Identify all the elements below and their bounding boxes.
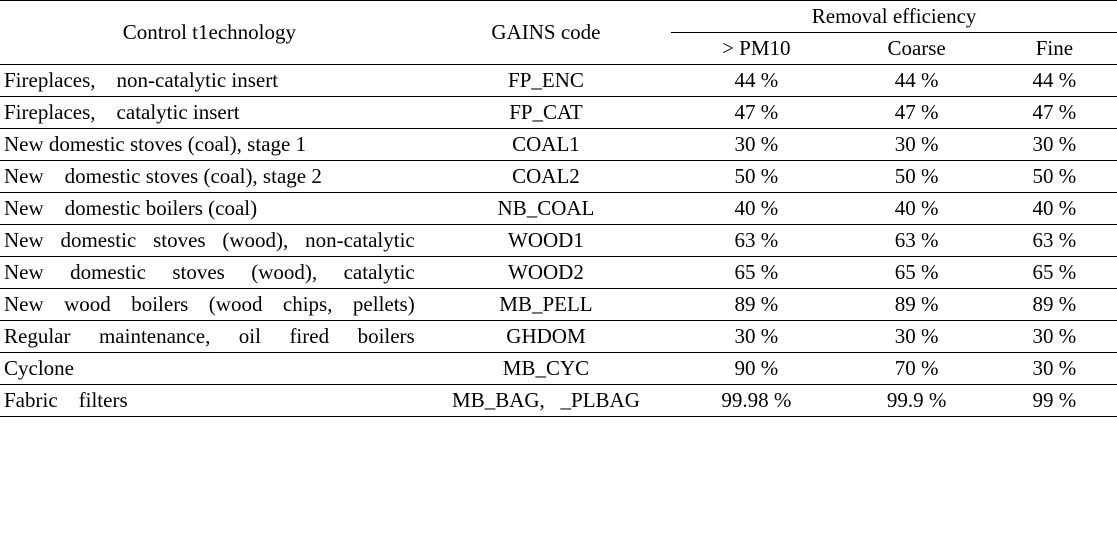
cell-pm10: 89 % [671, 289, 841, 321]
cell-coarse: 89 % [841, 289, 991, 321]
cell-code: NB_COAL [421, 193, 671, 225]
cell-coarse: 63 % [841, 225, 991, 257]
cell-pm10: 40 % [671, 193, 841, 225]
cell-fine: 30 % [992, 129, 1117, 161]
cell-tech: New wood boilers (wood chips, pellets) [0, 289, 421, 321]
table-row: Fireplaces, catalytic insertFP_CAT47 %47… [0, 97, 1117, 129]
cell-pm10: 99.98 % [671, 385, 841, 417]
efficiency-table: Control t1echnology GAINS code Removal e… [0, 0, 1117, 417]
cell-code: COAL1 [421, 129, 671, 161]
table-row: CycloneMB_CYC90 %70 %30 % [0, 353, 1117, 385]
header-fine: Fine [992, 33, 1117, 65]
cell-code: WOOD2 [421, 257, 671, 289]
cell-pm10: 90 % [671, 353, 841, 385]
cell-code: FP_CAT [421, 97, 671, 129]
cell-pm10: 65 % [671, 257, 841, 289]
cell-tech: New domestic stoves (coal), stage 1 [0, 129, 421, 161]
cell-pm10: 44 % [671, 65, 841, 97]
table-row: Fireplaces, non-catalytic insertFP_ENC44… [0, 65, 1117, 97]
cell-code: MB_PELL [421, 289, 671, 321]
header-code: GAINS code [421, 1, 671, 65]
cell-fine: 44 % [992, 65, 1117, 97]
cell-fine: 50 % [992, 161, 1117, 193]
header-coarse: Coarse [841, 33, 991, 65]
cell-pm10: 50 % [671, 161, 841, 193]
table-row: New wood boilers (wood chips, pellets)MB… [0, 289, 1117, 321]
cell-code: GHDOM [421, 321, 671, 353]
cell-code: COAL2 [421, 161, 671, 193]
cell-coarse: 47 % [841, 97, 991, 129]
cell-tech: New domestic stoves (wood), non-catalyti… [0, 225, 421, 257]
cell-pm10: 47 % [671, 97, 841, 129]
header-pm10: > PM10 [671, 33, 841, 65]
cell-pm10: 63 % [671, 225, 841, 257]
table-row: Fabric filtersMB_BAG, _PLBAG99.98 %99.9 … [0, 385, 1117, 417]
cell-coarse: 70 % [841, 353, 991, 385]
cell-tech: Fireplaces, non-catalytic insert [0, 65, 421, 97]
table-row: Regular maintenance, oil fired boilersGH… [0, 321, 1117, 353]
cell-code: MB_CYC [421, 353, 671, 385]
table-row: New domestic stoves (wood), catalyticWOO… [0, 257, 1117, 289]
cell-code: WOOD1 [421, 225, 671, 257]
cell-pm10: 30 % [671, 129, 841, 161]
cell-fine: 40 % [992, 193, 1117, 225]
header-efficiency: Removal efficiency [671, 1, 1117, 33]
cell-tech: New domestic boilers (coal) [0, 193, 421, 225]
cell-tech: Fireplaces, catalytic insert [0, 97, 421, 129]
cell-fine: 65 % [992, 257, 1117, 289]
table-row: New domestic stoves (coal), stage 2COAL2… [0, 161, 1117, 193]
cell-fine: 47 % [992, 97, 1117, 129]
cell-fine: 30 % [992, 321, 1117, 353]
cell-coarse: 99.9 % [841, 385, 991, 417]
cell-fine: 63 % [992, 225, 1117, 257]
cell-tech: New domestic stoves (wood), catalytic [0, 257, 421, 289]
cell-coarse: 44 % [841, 65, 991, 97]
cell-coarse: 30 % [841, 129, 991, 161]
cell-code: MB_BAG, _PLBAG [421, 385, 671, 417]
table-row: New domestic stoves (wood), non-catalyti… [0, 225, 1117, 257]
cell-fine: 89 % [992, 289, 1117, 321]
table-row: New domestic boilers (coal)NB_COAL40 %40… [0, 193, 1117, 225]
cell-tech: Regular maintenance, oil fired boilers [0, 321, 421, 353]
header-tech: Control t1echnology [0, 1, 421, 65]
cell-code: FP_ENC [421, 65, 671, 97]
cell-fine: 99 % [992, 385, 1117, 417]
cell-tech: Cyclone [0, 353, 421, 385]
cell-fine: 30 % [992, 353, 1117, 385]
table-row: New domestic stoves (coal), stage 1COAL1… [0, 129, 1117, 161]
cell-coarse: 50 % [841, 161, 991, 193]
cell-coarse: 30 % [841, 321, 991, 353]
cell-pm10: 30 % [671, 321, 841, 353]
cell-tech: New domestic stoves (coal), stage 2 [0, 161, 421, 193]
cell-coarse: 40 % [841, 193, 991, 225]
cell-coarse: 65 % [841, 257, 991, 289]
cell-tech: Fabric filters [0, 385, 421, 417]
